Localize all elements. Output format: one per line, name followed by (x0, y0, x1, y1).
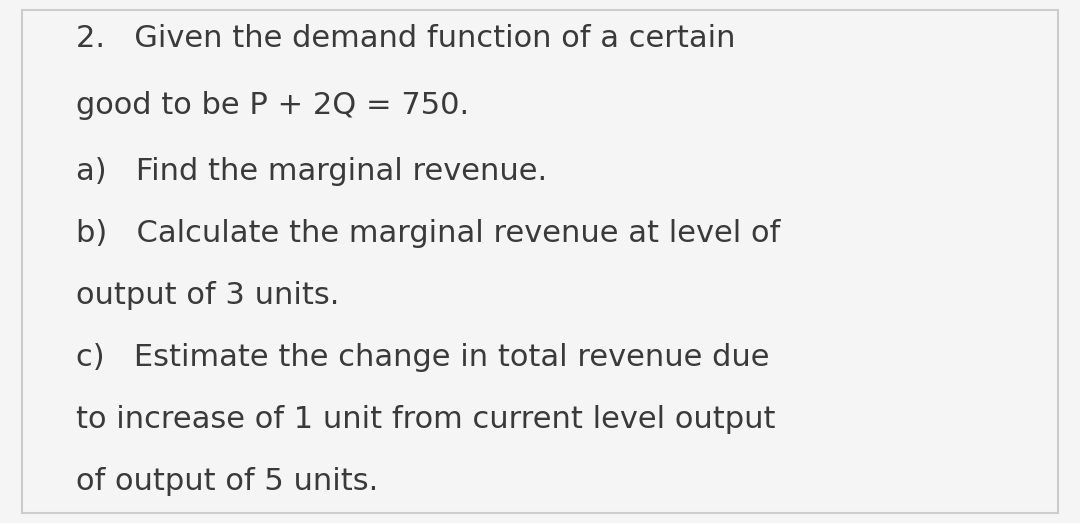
FancyBboxPatch shape (22, 10, 1058, 513)
Text: of output of 5 units.: of output of 5 units. (76, 468, 378, 496)
Text: good to be P + 2Q = 750.: good to be P + 2Q = 750. (76, 90, 469, 120)
Text: output of 3 units.: output of 3 units. (76, 281, 339, 310)
Text: to increase of 1 unit from current level output: to increase of 1 unit from current level… (76, 405, 775, 435)
Text: 2.   Given the demand function of a certain: 2. Given the demand function of a certai… (76, 24, 735, 53)
Text: c)   Estimate the change in total revenue due: c) Estimate the change in total revenue … (76, 343, 769, 372)
Text: b)   Calculate the marginal revenue at level of: b) Calculate the marginal revenue at lev… (76, 219, 780, 248)
Text: a)   Find the marginal revenue.: a) Find the marginal revenue. (76, 157, 546, 186)
